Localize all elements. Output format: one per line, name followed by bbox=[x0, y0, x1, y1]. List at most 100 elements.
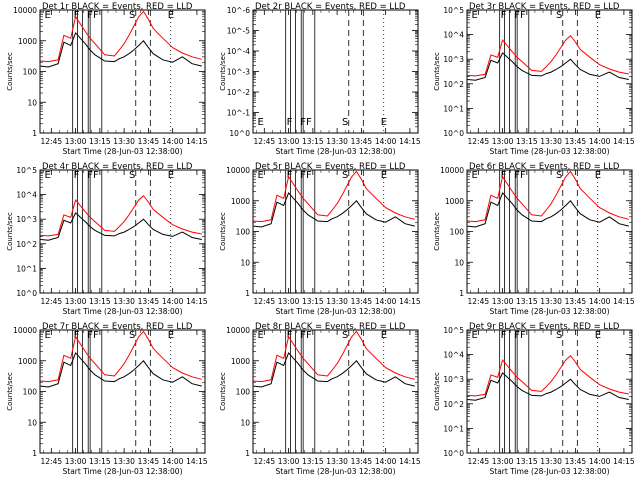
y-tick-label: 10^0 bbox=[443, 129, 464, 138]
series-group bbox=[467, 170, 629, 228]
marker-letter: F bbox=[287, 117, 293, 128]
marker-letter: E bbox=[472, 170, 478, 181]
y-tick-label: 10^3 bbox=[443, 55, 464, 64]
y-tick-label: 10^-4 bbox=[227, 47, 251, 56]
x-tick-label: 13:00 bbox=[65, 137, 87, 146]
y-tick-label: 10^1 bbox=[443, 104, 464, 113]
x-tick-label: 13:45 bbox=[565, 457, 587, 466]
y-tick-label: 1 bbox=[32, 129, 37, 138]
y-tick-label: 10000 bbox=[13, 326, 37, 335]
x-tick-label: 12:45 bbox=[468, 457, 490, 466]
marker-letter: E bbox=[45, 170, 51, 181]
x-tick-label: 12:45 bbox=[41, 457, 63, 466]
marker-letter: FF bbox=[514, 170, 526, 181]
series-group bbox=[467, 34, 629, 81]
panel-det-4r: Det 4r BLACK = Events, RED = LLD 10^0 10^1… bbox=[6, 162, 208, 316]
events-series-line bbox=[467, 191, 629, 228]
marker-letter: E bbox=[258, 330, 264, 341]
panel-det-6r: Det 6r BLACK = Events, RED = LLD 1 10 100 10… bbox=[433, 162, 635, 316]
x-axis-label: Start Time (28-Jun-03 12:38:00) bbox=[490, 307, 610, 316]
x-axis-label: Start Time (28-Jun-03 12:38:00) bbox=[490, 467, 610, 476]
x-tick-label: 13:45 bbox=[351, 297, 373, 306]
marker-letter: E bbox=[595, 170, 601, 181]
y-tick-label: 10^-6 bbox=[227, 6, 251, 15]
y-tick-label: 10^-2 bbox=[227, 88, 251, 97]
marker-letter: S bbox=[342, 170, 348, 181]
marker-letter: E bbox=[45, 330, 51, 341]
x-tick-label: 13:15 bbox=[302, 297, 324, 306]
marker-letter: E bbox=[595, 330, 601, 341]
x-tick-label: 13:15 bbox=[516, 297, 538, 306]
x-tick-label: 12:45 bbox=[254, 297, 276, 306]
x-tick-label: 14:00 bbox=[162, 457, 184, 466]
x-tick-label: 14:00 bbox=[375, 297, 397, 306]
panel-title: Det 8r BLACK = Events, RED = LLD bbox=[255, 322, 406, 332]
x-tick-label: 13:45 bbox=[351, 457, 373, 466]
y-tick-label: 10^0 bbox=[16, 289, 37, 298]
x-tick-label: 12:45 bbox=[254, 137, 276, 146]
marker-letter: FF bbox=[300, 330, 312, 341]
marker-letter: S bbox=[129, 10, 135, 21]
y-tick-label: 10^-3 bbox=[227, 68, 251, 77]
plot-frame bbox=[252, 169, 419, 294]
y-tick-label: 10^5 bbox=[443, 326, 464, 335]
marker-letter: F bbox=[74, 10, 80, 21]
y-axis-label: Counts/sec bbox=[433, 212, 441, 251]
y-tick-label: 1000 bbox=[18, 37, 37, 46]
panel-det-3r: Det 3r BLACK = Events, RED = LLD 10^0 10^1… bbox=[433, 2, 635, 156]
marker-letter: S bbox=[129, 330, 135, 341]
x-tick-label: 12:45 bbox=[254, 457, 276, 466]
series-group bbox=[40, 10, 202, 68]
y-tick-label: 10000 bbox=[440, 166, 464, 175]
x-axis-label: Start Time (28-Jun-03 12:38:00) bbox=[63, 467, 183, 476]
x-tick-label: 13:30 bbox=[326, 297, 348, 306]
marker-letter: E bbox=[168, 10, 174, 21]
y-tick-label: 10 bbox=[240, 418, 250, 427]
panel-title: Det 6r BLACK = Events, RED = LLD bbox=[469, 162, 620, 172]
x-tick-label: 12:45 bbox=[468, 297, 490, 306]
y-tick-label: 100 bbox=[23, 388, 38, 397]
marker-letter: F bbox=[501, 10, 507, 21]
marker-letter: E bbox=[258, 117, 264, 128]
y-tick-label: 10^-1 bbox=[227, 109, 251, 118]
y-tick-label: 10^2 bbox=[16, 240, 37, 249]
x-axis-label: Start Time (28-Jun-03 12:38:00) bbox=[490, 147, 610, 156]
panel-title: Det 3r BLACK = Events, RED = LLD bbox=[469, 2, 620, 12]
x-tick-label: 14:00 bbox=[589, 297, 611, 306]
marker-letter: FF bbox=[300, 170, 312, 181]
y-tick-label: 10^4 bbox=[443, 31, 464, 40]
lld-series-line bbox=[467, 34, 629, 77]
series-group bbox=[40, 194, 202, 241]
y-tick-label: 10^2 bbox=[443, 80, 464, 89]
x-tick-label: 12:45 bbox=[41, 137, 63, 146]
x-tick-label: 13:15 bbox=[89, 137, 111, 146]
y-axis-label: Counts/sec bbox=[219, 52, 227, 91]
lld-series-line bbox=[40, 194, 202, 237]
y-tick-label: 100 bbox=[450, 228, 465, 237]
plot-frame bbox=[39, 329, 206, 454]
marker-letter: S bbox=[556, 330, 562, 341]
panel-title: Det 7r BLACK = Events, RED = LLD bbox=[42, 322, 193, 332]
marker-letter: FF bbox=[514, 330, 526, 341]
marker-letter: S bbox=[129, 170, 135, 181]
y-axis-label: Counts/sec bbox=[219, 212, 227, 251]
y-tick-label: 100 bbox=[236, 228, 251, 237]
marker-letter: E bbox=[168, 330, 174, 341]
x-axis-label: Start Time (28-Jun-03 12:38:00) bbox=[276, 147, 396, 156]
x-tick-label: 13:15 bbox=[516, 457, 538, 466]
x-axis-label: Start Time (28-Jun-03 12:38:00) bbox=[276, 467, 396, 476]
x-tick-label: 13:45 bbox=[565, 137, 587, 146]
x-tick-label: 13:30 bbox=[540, 457, 562, 466]
y-tick-label: 10000 bbox=[226, 326, 250, 335]
y-tick-label: 10 bbox=[240, 258, 250, 267]
x-tick-label: 14:15 bbox=[613, 457, 635, 466]
marker-letter: E bbox=[381, 170, 387, 181]
x-axis-label: Start Time (28-Jun-03 12:38:00) bbox=[63, 147, 183, 156]
marker-letter: E bbox=[381, 330, 387, 341]
y-tick-label: 1000 bbox=[231, 197, 250, 206]
x-tick-label: 14:00 bbox=[589, 457, 611, 466]
y-tick-label: 1000 bbox=[445, 197, 464, 206]
y-tick-label: 10^0 bbox=[443, 449, 464, 458]
panel-det-8r: Det 8r BLACK = Events, RED = LLD 1 10 100 10… bbox=[219, 322, 421, 476]
